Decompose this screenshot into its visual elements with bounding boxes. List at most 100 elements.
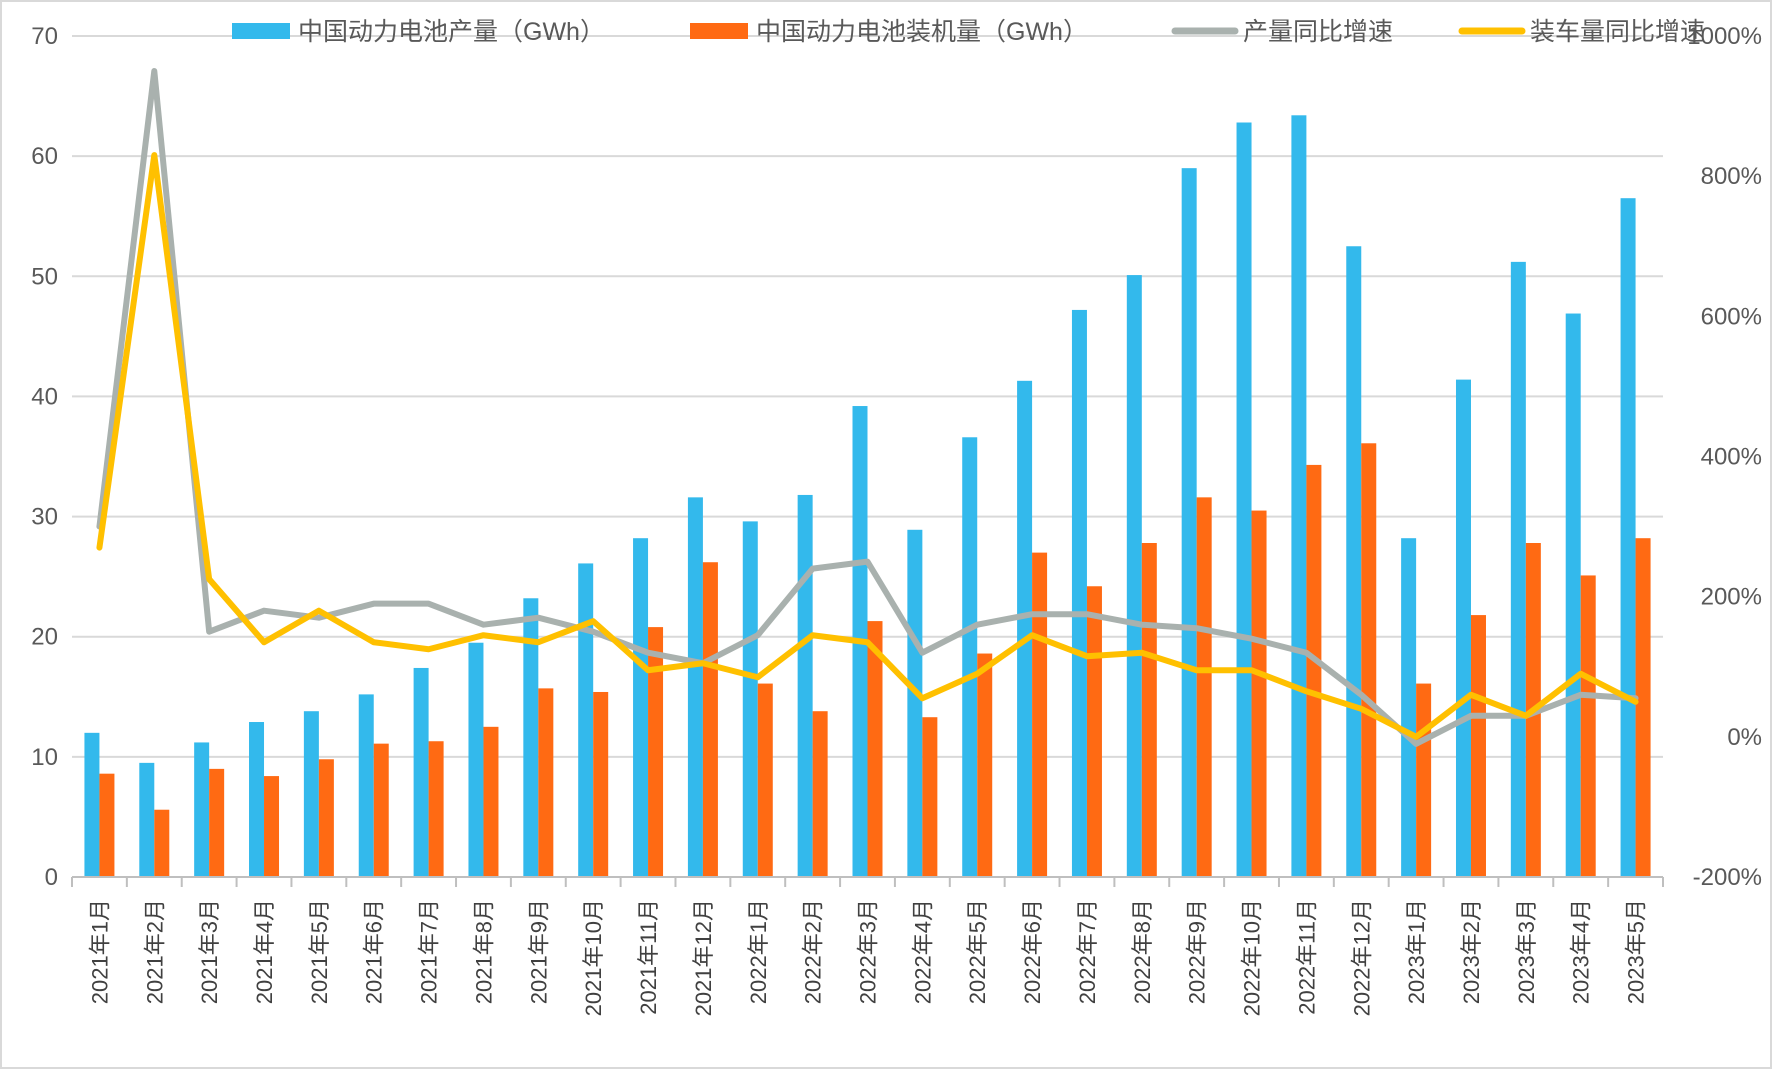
production-bar [139, 762, 155, 877]
production-bar [358, 694, 374, 877]
production-bar [523, 598, 539, 877]
y-axis-tick-label: 70 [31, 23, 58, 50]
production-bar [303, 711, 319, 877]
installation-growth-line [96, 152, 1639, 740]
x-axis-category-label: 2021年4月 [252, 899, 277, 1004]
installation-bar [757, 683, 773, 877]
x-axis-category-label: 2021年6月 [362, 899, 387, 1004]
x-axis-category-label: 2022年2月 [801, 899, 826, 1004]
y-axis-tick-label: 20 [31, 624, 58, 651]
installation-bar [483, 726, 499, 877]
production-bar [1291, 115, 1307, 877]
production-bar [797, 494, 813, 877]
installation-bar [593, 691, 609, 877]
x-axis-category-label: 2023年2月 [1459, 899, 1484, 1004]
production-growth-line [96, 68, 1639, 747]
legend-label: 产量同比增速 [1243, 18, 1393, 46]
x-axis-category-label: 2022年3月 [856, 899, 881, 1004]
production-bar [742, 521, 758, 877]
production-bar [1071, 309, 1087, 877]
x-axis-category-label: 2022年1月 [746, 899, 771, 1004]
installation-bar [812, 711, 828, 877]
installation-bar [702, 562, 718, 877]
installation-bar [318, 759, 334, 877]
production-bar [413, 667, 429, 877]
y2-axis-tick-label: 1000% [1687, 23, 1762, 50]
installation-bar [264, 776, 280, 877]
bars-layer [84, 115, 1651, 878]
production-bar [907, 529, 923, 877]
grid-layer [72, 35, 1663, 758]
production-bar [1455, 379, 1471, 877]
y-axis-tick-label: 30 [31, 504, 58, 531]
installation-bar [1086, 586, 1102, 877]
production-bar [962, 437, 978, 877]
installation-bar [538, 688, 554, 877]
production-bar [84, 732, 100, 877]
production-bar [1346, 246, 1362, 877]
x-axis-category-label: 2021年1月 [87, 899, 112, 1004]
x-axis-category-label: 2021年8月 [471, 899, 496, 1004]
production-bar [249, 722, 265, 877]
installation-bar [1416, 683, 1432, 877]
y2-axis-tick-label: 800% [1701, 163, 1762, 190]
y2-axis-tick-label: 200% [1701, 584, 1762, 611]
x-axis-category-label: 2021年11月 [636, 899, 661, 1015]
x-axis-category-label: 2021年3月 [197, 899, 222, 1004]
legend-swatch [690, 23, 748, 39]
installation-bar [1251, 510, 1267, 877]
x-axis-category-label: 2022年12月 [1349, 899, 1374, 1016]
installation-bar [977, 653, 993, 877]
installation-bar [209, 768, 225, 877]
production-bar [1181, 168, 1197, 877]
x-axis-category-label: 2022年7月 [1075, 899, 1100, 1004]
production-bar [1236, 122, 1252, 877]
x-axis-category-label: 2022年10月 [1240, 899, 1265, 1016]
y2-axis-tick-label: -200% [1693, 864, 1762, 891]
production-bar [1565, 313, 1581, 877]
installation-bar [1361, 443, 1377, 877]
x-axis-category-label: 2023年1月 [1404, 899, 1429, 1004]
legend-label: 中国动力电池装机量（GWh） [756, 18, 1088, 46]
legend-label: 装车量同比增速 [1530, 18, 1705, 46]
legend-swatch [232, 23, 290, 39]
x-axis-category-label: 2021年7月 [417, 899, 442, 1004]
installation-bar [1635, 538, 1651, 877]
installation-bar [428, 741, 444, 877]
y2-axis-tick-label: 0% [1727, 724, 1762, 751]
x-axis-category-label: 2021年5月 [307, 899, 332, 1004]
installation-bar [1470, 615, 1486, 877]
x-axis-category-label: 2023年3月 [1514, 899, 1539, 1004]
production-bar [194, 742, 210, 877]
installation-bar [1196, 497, 1212, 877]
production-bar [1017, 380, 1033, 877]
x-axis-category-label: 2023年4月 [1569, 899, 1594, 1004]
x-axis-category-label: 2022年11月 [1294, 899, 1319, 1015]
x-axis-category-label: 2022年6月 [1020, 899, 1045, 1004]
production-bar [1126, 275, 1142, 877]
production-bar [1620, 198, 1636, 877]
axis-layer: 0 10 20 30 40 50 60 70 -200% 0% 200% 400% 600% 800% 10… [31, 23, 1762, 1016]
installation-bar [648, 627, 664, 877]
y-axis-tick-label: 0 [45, 864, 58, 891]
x-axis-category-label: 2021年9月 [526, 899, 551, 1004]
installation-bar [373, 743, 389, 877]
x-axis-category-label: 2022年4月 [910, 899, 935, 1004]
production-bar [633, 538, 649, 877]
y-axis-tick-label: 60 [31, 143, 58, 170]
production-bar [1401, 538, 1417, 877]
legend: 中国动力电池产量（GWh） 中国动力电池装机量（GWh） 产量同比增速 装车量同比增速 [232, 18, 1705, 46]
production-bar [687, 497, 703, 877]
x-axis-category-label: 2022年9月 [1185, 899, 1210, 1004]
x-axis-category-label: 2021年10月 [581, 899, 606, 1016]
x-axis-category-label: 2021年12月 [691, 899, 716, 1016]
x-axis-category-label: 2021年2月 [142, 899, 167, 1004]
x-axis-category-label: 2022年5月 [965, 899, 990, 1004]
lines-layer [96, 68, 1639, 747]
y-axis-tick-label: 10 [31, 744, 58, 771]
y-axis-tick-label: 50 [31, 263, 58, 290]
installation-bar [154, 809, 170, 877]
